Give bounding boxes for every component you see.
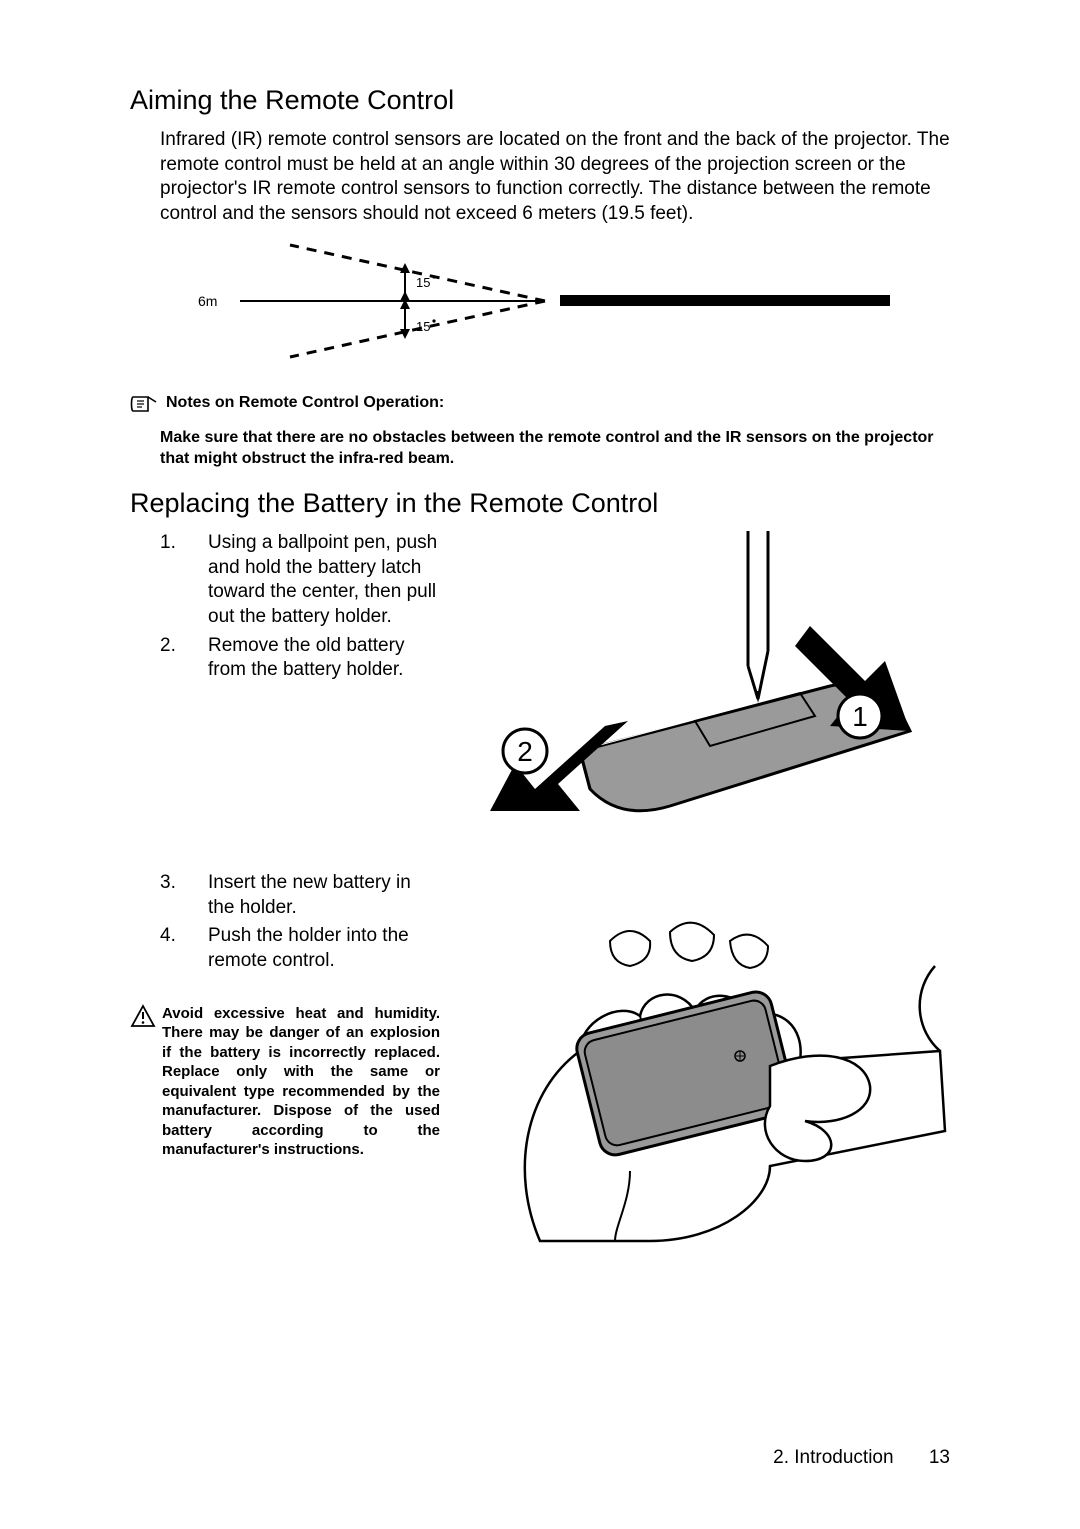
chapter-label: 2. Introduction <box>773 1447 893 1468</box>
step-item: 4.Push the holder into the remote contro… <box>160 924 440 973</box>
step-text: Push the holder into the remote control. <box>208 924 440 973</box>
distance-label: 6m <box>198 293 217 309</box>
step-item: 3.Insert the new battery in the holder. <box>160 871 440 920</box>
section-title-aiming: Aiming the Remote Control <box>130 85 960 116</box>
note-icon <box>130 394 158 419</box>
steps-3-4-list: 3.Insert the new battery in the holder.4… <box>160 871 440 974</box>
step-text: Remove the old battery from the battery … <box>208 634 440 683</box>
note-body: Make sure that there are no obstacles be… <box>160 427 960 470</box>
step-number: 1. <box>160 531 208 630</box>
battery-insertion-diagram <box>470 871 950 1251</box>
section-title-battery: Replacing the Battery in the Remote Cont… <box>130 488 960 519</box>
step-number: 3. <box>160 871 208 920</box>
battery-removal-diagram: 1 2 <box>470 531 950 851</box>
steps-1-2-list: 1.Using a ballpoint pen, push and hold t… <box>160 531 440 683</box>
step-item: 1.Using a ballpoint pen, push and hold t… <box>160 531 440 630</box>
step-number: 4. <box>160 924 208 973</box>
page-number: 13 <box>929 1447 950 1468</box>
svg-text:15: 15 <box>416 319 430 334</box>
warning-text: Avoid excessive heat and humidity. There… <box>162 1004 440 1160</box>
step-text: Using a ballpoint pen, push and hold the… <box>208 531 440 630</box>
aiming-diagram: 6m 15 15 <box>190 239 960 374</box>
svg-text:2: 2 <box>517 736 533 767</box>
step-text: Insert the new battery in the holder. <box>208 871 440 920</box>
note-title: Notes on Remote Control Operation: <box>166 394 444 412</box>
aiming-body-text: Infrared (IR) remote control sensors are… <box>160 128 960 227</box>
svg-text:15: 15 <box>416 275 430 290</box>
step-item: 2.Remove the old battery from the batter… <box>160 634 440 683</box>
svg-text:1: 1 <box>852 701 868 732</box>
page-footer: 2. Introduction 13 <box>773 1447 950 1469</box>
warning-icon <box>130 1004 156 1033</box>
step-number: 2. <box>160 634 208 683</box>
